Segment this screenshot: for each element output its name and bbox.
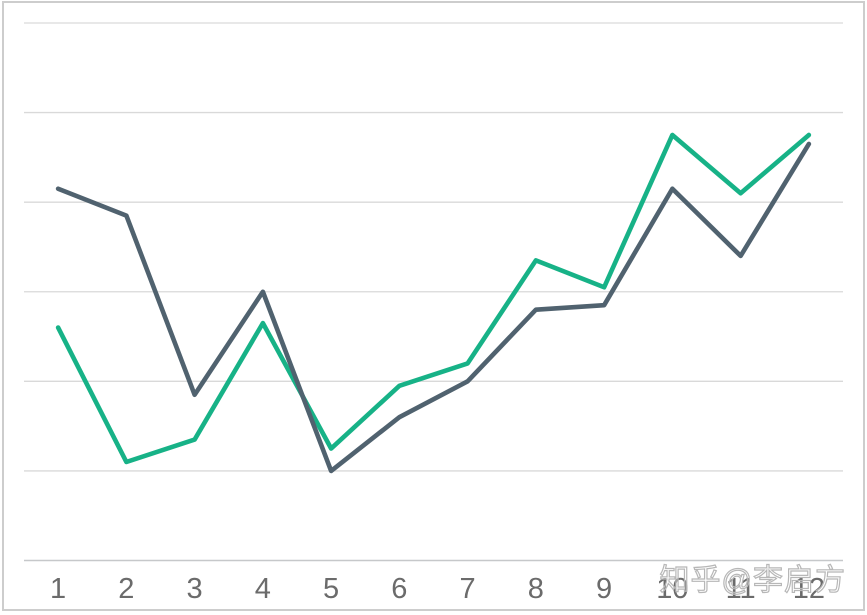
x-axis-label: 1	[50, 573, 66, 605]
x-axis-label: 12	[793, 573, 825, 605]
x-axis-label: 5	[323, 573, 339, 605]
x-axis-label: 3	[187, 573, 203, 605]
x-axis-label: 8	[528, 573, 544, 605]
series-slate-line	[55, 141, 812, 474]
x-axis-label: 4	[255, 573, 271, 605]
x-axis-label: 9	[596, 573, 612, 605]
x-axis-label: 6	[391, 573, 407, 605]
x-axis-label: 7	[460, 573, 476, 605]
x-axis-label: 2	[118, 573, 134, 605]
x-axis-label: 10	[656, 573, 688, 605]
x-axis-label: 11	[726, 573, 756, 605]
series-teal-line	[55, 132, 812, 465]
